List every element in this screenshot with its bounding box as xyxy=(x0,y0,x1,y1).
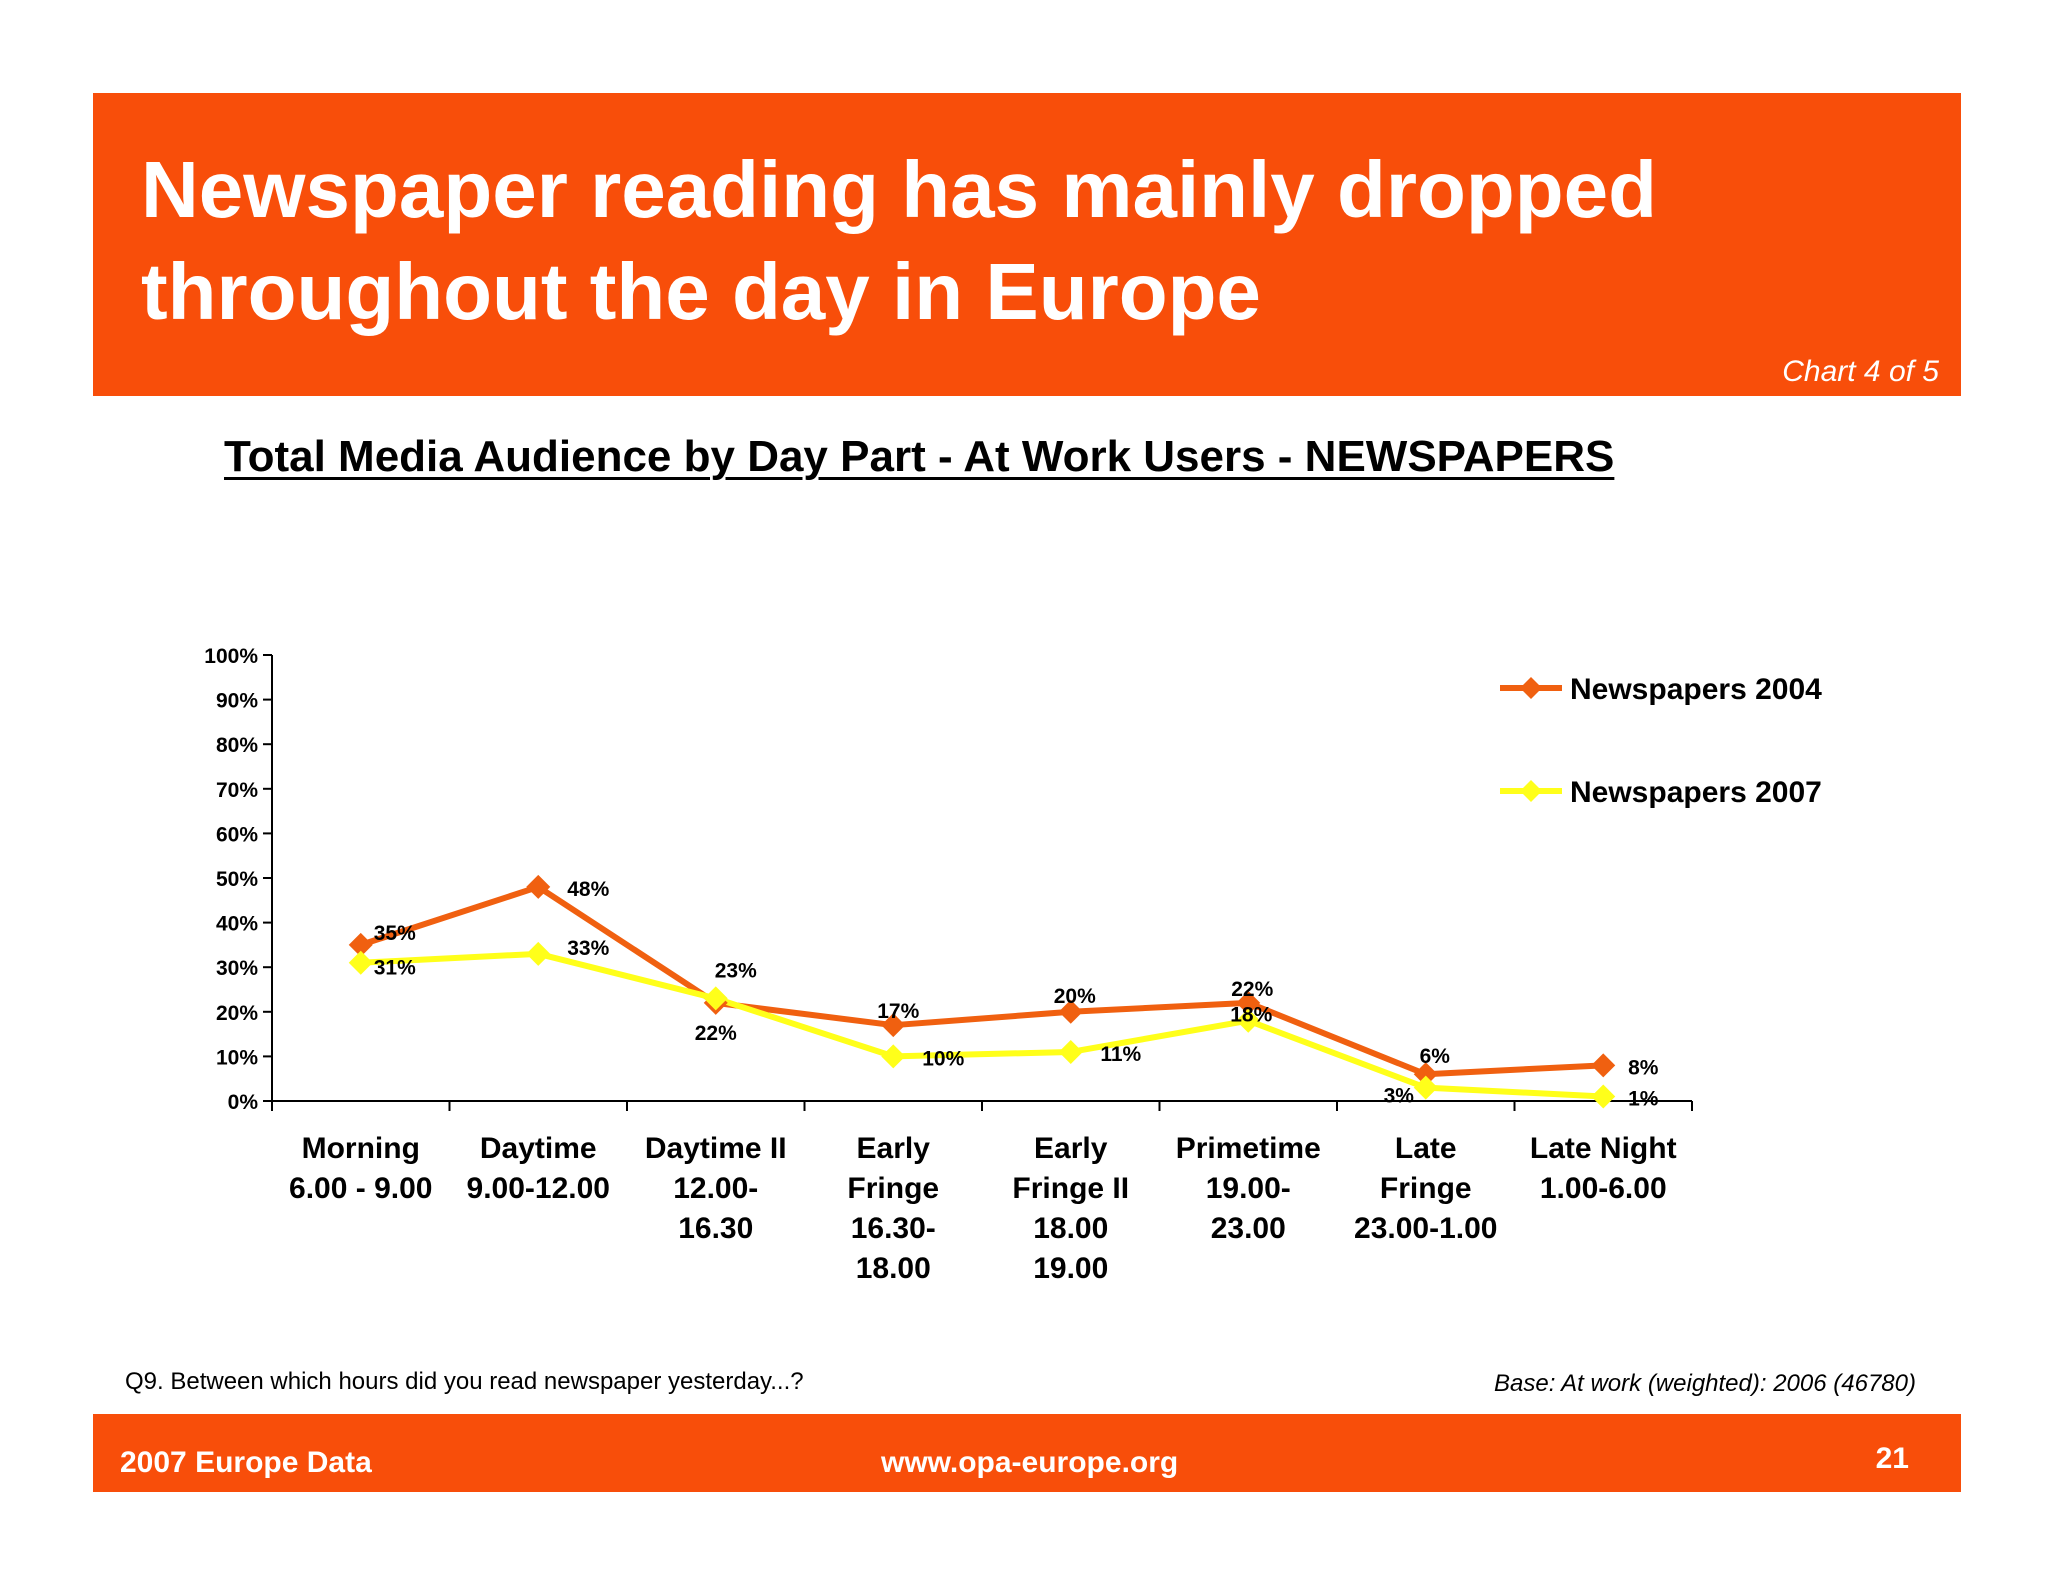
data-point-marker xyxy=(1236,1008,1261,1033)
data-label: 35% xyxy=(374,922,416,945)
data-label: 33% xyxy=(567,937,609,960)
data-label: 3% xyxy=(1384,1085,1415,1108)
y-tick-label: 60% xyxy=(216,823,258,846)
y-tick-label: 20% xyxy=(216,1002,258,1025)
data-point-marker xyxy=(1591,1053,1616,1078)
data-point-marker xyxy=(526,941,551,966)
x-category-label: Late xyxy=(1395,1132,1457,1165)
y-tick-label: 30% xyxy=(216,957,258,980)
data-point-marker xyxy=(1413,1062,1438,1087)
series-line-2004 xyxy=(359,883,1604,1078)
data-point-marker xyxy=(1413,1075,1438,1100)
title-banner: Newspaper reading has mainly dropped thr… xyxy=(93,93,1961,396)
y-tick-label: 100% xyxy=(204,645,258,668)
x-category-label: Early xyxy=(857,1132,931,1165)
data-point-marker xyxy=(348,950,373,975)
y-tick-label: 90% xyxy=(216,690,258,713)
data-point-marker xyxy=(1058,999,1083,1024)
data-point-marker xyxy=(881,1044,906,1069)
x-category-label: 12.00- xyxy=(673,1172,758,1205)
data-label: 6% xyxy=(1420,1045,1451,1068)
data-label: 18% xyxy=(1230,1004,1272,1027)
x-category-label: 16.30- xyxy=(851,1212,936,1245)
series-line-2007 xyxy=(360,950,1604,1100)
legend-label: Newspapers 2007 xyxy=(1570,776,1822,809)
data-label: 22% xyxy=(695,1022,737,1045)
legend-swatch-marker xyxy=(1520,780,1542,802)
x-category-label: Primetime xyxy=(1176,1132,1321,1165)
page-title: Newspaper reading has mainly dropped thr… xyxy=(141,145,1657,336)
x-category-label: Morning xyxy=(302,1132,420,1165)
data-label: 22% xyxy=(1231,978,1273,1001)
data-label: 31% xyxy=(374,957,416,980)
data-point-marker xyxy=(1058,1039,1083,1064)
x-category-label: Fringe xyxy=(1380,1172,1472,1205)
data-label: 23% xyxy=(715,959,757,982)
data-label: 10% xyxy=(922,1047,964,1070)
footnote-base: Base: At work (weighted): 2006 (46780) xyxy=(1493,1370,1916,1397)
data-label: 48% xyxy=(567,878,609,901)
data-point-marker xyxy=(1591,1084,1616,1109)
chart-heading: Total Media Audience by Day Part - At Wo… xyxy=(224,432,1615,481)
legend-swatch-marker xyxy=(1520,677,1542,699)
data-label: 20% xyxy=(1054,985,1096,1008)
footer-website-link[interactable]: www.opa-europe.org xyxy=(881,1446,1179,1479)
data-point-marker xyxy=(881,1013,906,1038)
legend-label: Newspapers 2004 xyxy=(1570,673,1822,706)
x-category-label: 19.00 xyxy=(1033,1252,1108,1285)
x-category-label: Fringe xyxy=(847,1172,939,1205)
x-category-label: Daytime xyxy=(480,1132,597,1165)
data-point-marker xyxy=(348,932,373,957)
x-category-label: Early xyxy=(1034,1132,1108,1165)
data-label: 17% xyxy=(877,1000,919,1023)
x-category-label: 23.00-1.00 xyxy=(1354,1212,1497,1245)
x-category-label: 1.00-6.00 xyxy=(1540,1172,1667,1205)
x-category-label: 23.00 xyxy=(1211,1212,1286,1245)
page-number: 21 xyxy=(1875,1442,1909,1475)
x-category-label: 6.00 - 9.00 xyxy=(289,1172,432,1205)
y-tick-label: 80% xyxy=(216,734,258,757)
y-tick-label: 0% xyxy=(228,1091,259,1114)
footer-bar: 2007 Europe Data www.opa-europe.org 21 xyxy=(93,1414,1961,1492)
x-category-label: Late Night xyxy=(1530,1132,1677,1165)
data-label: 1% xyxy=(1628,1088,1659,1111)
data-label: 11% xyxy=(1100,1043,1141,1066)
y-tick-label: 70% xyxy=(216,779,258,802)
x-category-label: Daytime II xyxy=(645,1132,787,1165)
x-category-label: 9.00-12.00 xyxy=(467,1172,610,1205)
x-category-label: Fringe II xyxy=(1012,1172,1129,1205)
data-point-marker xyxy=(1236,990,1261,1015)
data-point-marker xyxy=(526,874,551,899)
y-tick-label: 50% xyxy=(216,868,258,891)
x-category-label: 16.30 xyxy=(678,1212,753,1245)
y-tick-label: 40% xyxy=(216,913,258,936)
data-point-marker xyxy=(703,986,728,1011)
footnote-question: Q9. Between which hours did you read new… xyxy=(125,1368,804,1395)
data-label: 8% xyxy=(1628,1056,1659,1079)
footer-data-label: 2007 Europe Data xyxy=(120,1446,372,1479)
x-category-label: 18.00 xyxy=(856,1252,931,1285)
chart-count: Chart 4 of 5 xyxy=(1782,355,1939,388)
x-category-label: 19.00- xyxy=(1206,1172,1291,1205)
x-category-label: 18.00 xyxy=(1033,1212,1108,1245)
y-tick-label: 10% xyxy=(216,1046,258,1069)
